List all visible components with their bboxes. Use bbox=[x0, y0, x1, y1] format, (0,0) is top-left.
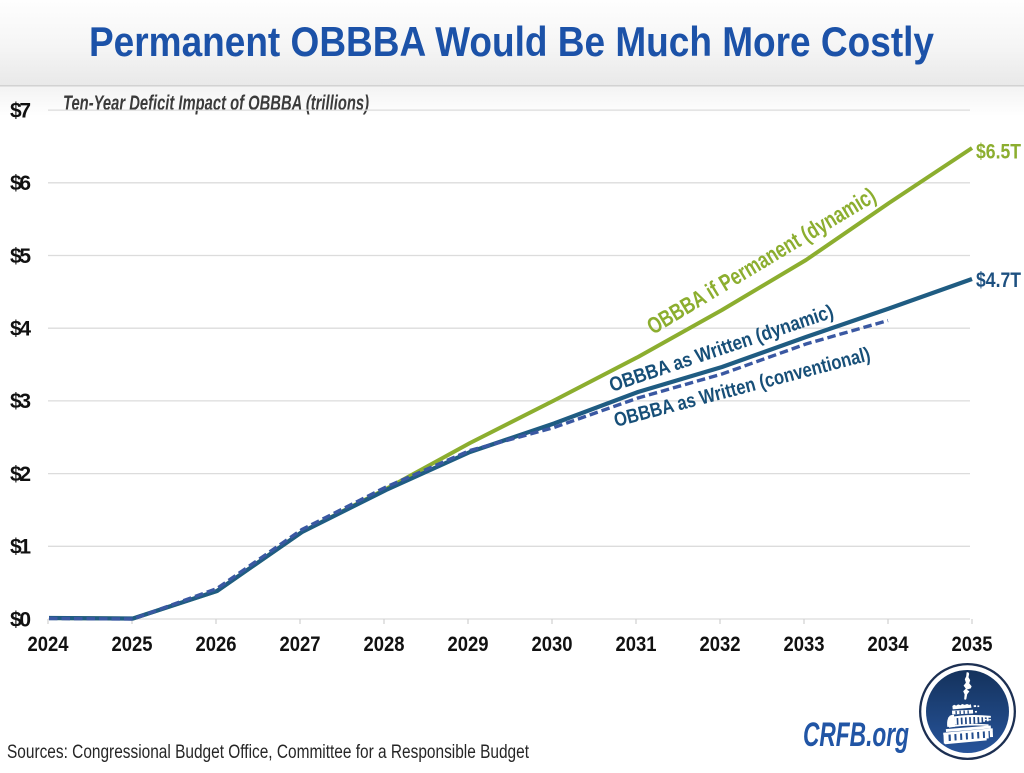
svg-text:Ten-Year Deficit Impact of OBB: Ten-Year Deficit Impact of OBBBA (trilli… bbox=[63, 92, 369, 115]
svg-text:Permanent OBBBA Would Be Much: Permanent OBBBA Would Be Much More Costl… bbox=[89, 18, 935, 65]
svg-text:$6: $6 bbox=[10, 172, 31, 195]
svg-text:2029: 2029 bbox=[448, 633, 489, 656]
svg-text:$2: $2 bbox=[10, 463, 31, 486]
svg-text:2035: 2035 bbox=[952, 633, 993, 656]
svg-text:$5: $5 bbox=[10, 245, 31, 268]
svg-text:$4.7T: $4.7T bbox=[976, 269, 1021, 292]
svg-text:$1: $1 bbox=[10, 536, 31, 559]
svg-text:$7: $7 bbox=[10, 99, 31, 122]
svg-text:2027: 2027 bbox=[280, 633, 321, 656]
svg-text:2024: 2024 bbox=[28, 633, 69, 656]
svg-text:$3: $3 bbox=[10, 390, 31, 413]
svg-text:2034: 2034 bbox=[868, 633, 909, 656]
svg-text:$0: $0 bbox=[10, 608, 31, 631]
svg-text:OBBBA if Permanent (dynamic): OBBBA if Permanent (dynamic) bbox=[642, 182, 880, 339]
svg-text:Sources: Congressional Budget: Sources: Congressional Budget Office, Co… bbox=[7, 742, 530, 763]
svg-text:2032: 2032 bbox=[700, 633, 741, 656]
svg-text:CRFB.org: CRFB.org bbox=[803, 716, 909, 754]
svg-text:$6.5T: $6.5T bbox=[976, 141, 1021, 164]
svg-text:2026: 2026 bbox=[196, 633, 237, 656]
svg-text:2030: 2030 bbox=[532, 633, 573, 656]
svg-text:2028: 2028 bbox=[364, 633, 405, 656]
svg-text:2025: 2025 bbox=[112, 633, 153, 656]
svg-text:2033: 2033 bbox=[784, 633, 825, 656]
svg-text:$4: $4 bbox=[10, 318, 31, 341]
svg-text:2031: 2031 bbox=[616, 633, 657, 656]
